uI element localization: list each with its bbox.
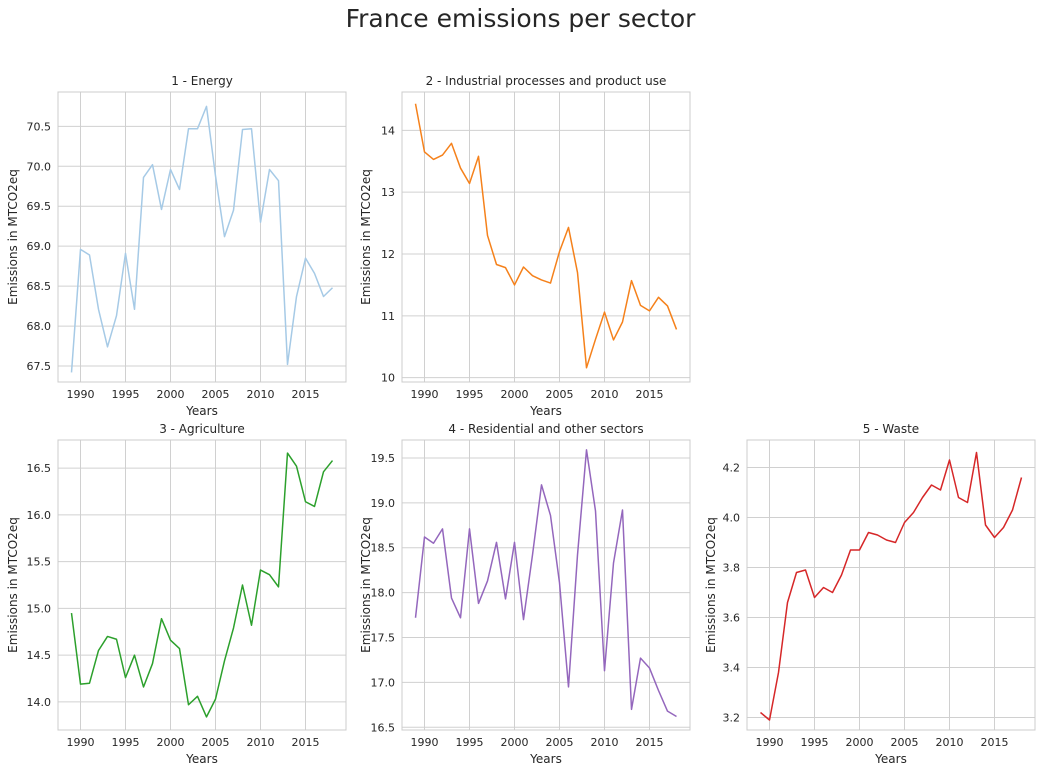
y-tick-label: 19.0 [371, 497, 396, 510]
chart-industrial: 1990 1995 2000 2005 2010 2015 10 11 12 13 14 2 - In… [359, 74, 691, 418]
y-tick-label: 17.5 [371, 632, 396, 645]
panel-title: 3 - Agriculture [159, 422, 245, 436]
panel-title: 5 - Waste [863, 422, 919, 436]
y-tick-label: 3.8 [723, 562, 741, 575]
x-tick-label: 2010 [247, 388, 275, 401]
y-tick-label: 14.5 [27, 649, 52, 662]
y-tick-label: 17.0 [371, 676, 396, 689]
y-tick-label: 15.0 [27, 602, 52, 615]
y-tick-label: 19.5 [371, 452, 396, 465]
x-tick-label: 2015 [636, 388, 664, 401]
series-line-industrial [414, 103, 678, 369]
x-tick-label: 1990 [411, 388, 439, 401]
chart-waste: 1990 1995 2000 2005 2010 2015 3.2 3.4 3.6 3.8 4.0 4… [704, 422, 1036, 766]
x-tick-label: 2015 [981, 736, 1009, 749]
y-tick-label: 4.2 [723, 462, 741, 475]
x-tick-label: 2005 [546, 736, 574, 749]
y-axis-label: Emissions in MTCO2eq [6, 169, 20, 305]
x-tick-label: 2015 [292, 736, 320, 749]
y-tick-label: 68.5 [27, 280, 52, 293]
x-tick-label: 2015 [292, 388, 320, 401]
x-tick-label: 2010 [247, 736, 275, 749]
y-axis-label: Emissions in MTCO2eq [359, 517, 373, 653]
y-tick-label: 18.5 [371, 542, 396, 555]
plot-frame [57, 91, 347, 383]
y-tick-label: 13 [381, 186, 395, 199]
y-tick-label: 69.0 [27, 240, 52, 253]
figure-title: France emissions per sector [345, 4, 696, 33]
chart-agriculture: 1990 1995 2000 2005 2010 2015 14.0 14.5 15.0 15.5… [6, 422, 347, 766]
x-tick-label: 2010 [936, 736, 964, 749]
y-tick-label: 3.4 [723, 662, 741, 675]
x-axis-label: Years [185, 752, 218, 766]
x-tick-label: 1995 [801, 736, 829, 749]
x-tick-label: 1990 [67, 388, 95, 401]
x-tick-label: 2005 [202, 736, 230, 749]
y-tick-label: 16.0 [27, 509, 52, 522]
x-tick-label: 2000 [846, 736, 874, 749]
series-line-residential [414, 449, 677, 718]
panel-title: 1 - Energy [171, 74, 233, 88]
chart-residential: 1990 1995 2000 2005 2010 2015 16.5 17.0 17.5 18.0… [359, 422, 691, 766]
panel-title: 4 - Residential and other sectors [448, 422, 643, 436]
y-tick-label: 16.5 [27, 462, 52, 475]
y-tick-label: 67.5 [27, 360, 52, 373]
x-tick-label: 1995 [112, 736, 140, 749]
x-tick-label: 1995 [456, 736, 484, 749]
plot-frame [401, 91, 691, 383]
x-axis-label: Years [529, 404, 562, 418]
y-tick-label: 3.2 [723, 712, 741, 725]
y-tick-label: 15.5 [27, 556, 52, 569]
y-tick-label: 69.5 [27, 200, 52, 213]
x-tick-label: 1995 [112, 388, 140, 401]
y-tick-label: 10 [381, 372, 395, 385]
x-tick-label: 2005 [202, 388, 230, 401]
x-tick-label: 2015 [636, 736, 664, 749]
x-tick-label: 1990 [756, 736, 784, 749]
plot-frame [746, 439, 1036, 731]
y-tick-label: 3.6 [723, 612, 741, 625]
y-tick-label: 14 [381, 124, 395, 137]
x-tick-label: 2000 [501, 736, 529, 749]
y-axis-label: Emissions in MTCO2eq [704, 517, 718, 653]
series-line-energy [70, 105, 334, 373]
x-tick-label: 2000 [501, 388, 529, 401]
x-axis-label: Years [529, 752, 562, 766]
y-tick-label: 18.0 [371, 587, 396, 600]
y-tick-label: 68.0 [27, 320, 52, 333]
x-axis-label: Years [874, 752, 907, 766]
series-line-agriculture [70, 452, 334, 718]
plot-frame [401, 439, 691, 731]
y-tick-label: 70.0 [27, 160, 52, 173]
y-tick-label: 14.0 [27, 696, 52, 709]
x-tick-label: 2010 [591, 736, 619, 749]
x-tick-label: 1995 [456, 388, 484, 401]
y-axis-label: Emissions in MTCO2eq [359, 169, 373, 305]
x-tick-label: 2005 [546, 388, 574, 401]
x-tick-label: 2000 [157, 388, 185, 401]
y-tick-label: 4.0 [723, 512, 741, 525]
x-tick-label: 2000 [157, 736, 185, 749]
y-tick-label: 16.5 [371, 721, 396, 734]
x-tick-label: 2005 [891, 736, 919, 749]
y-axis-label: Emissions in MTCO2eq [6, 517, 20, 653]
chart-energy: 1990 1995 2000 2005 2010 2015 67.5 68.0 68.5 69.0… [6, 74, 347, 418]
x-tick-label: 1990 [411, 736, 439, 749]
y-tick-label: 11 [381, 310, 395, 323]
x-axis-label: Years [185, 404, 218, 418]
plot-frame [57, 439, 347, 731]
y-tick-label: 70.5 [27, 120, 52, 133]
series-line-waste [760, 451, 1023, 721]
panel-title: 2 - Industrial processes and product use [426, 74, 667, 88]
x-tick-label: 2010 [591, 388, 619, 401]
x-tick-label: 1990 [67, 736, 95, 749]
y-tick-label: 12 [381, 248, 395, 261]
